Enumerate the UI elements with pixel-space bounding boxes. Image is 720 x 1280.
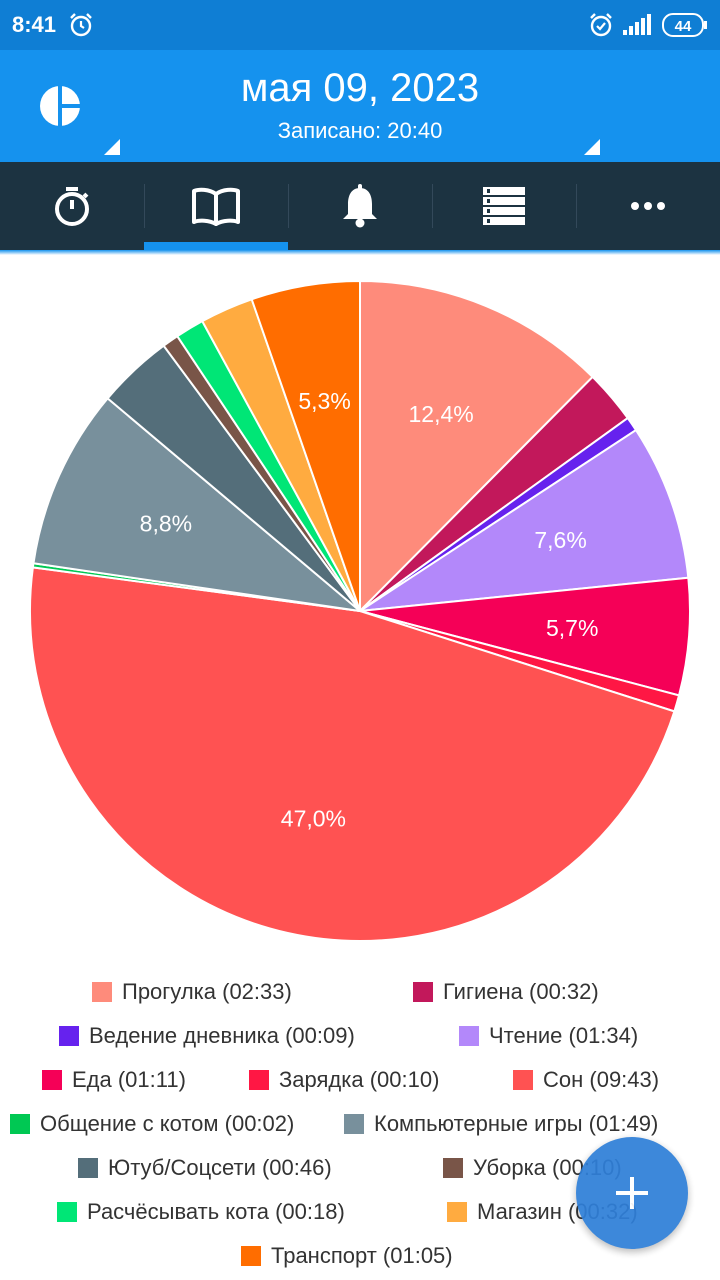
battery-level: 44 <box>675 18 692 35</box>
alarm-check-icon <box>590 13 612 37</box>
legend-item[interactable]: Расчёсывать кота (00:18) <box>57 1192 345 1232</box>
legend-swatch <box>513 1070 533 1090</box>
legend-label: Ведение дневника (00:09) <box>89 1023 355 1048</box>
legend-swatch <box>443 1158 463 1178</box>
tab-bar <box>0 162 720 250</box>
legend-label: Зарядка (00:10) <box>279 1067 440 1092</box>
selected-tab-indicator <box>144 242 288 250</box>
slice-percent-label: 47,0% <box>281 806 346 832</box>
legend-item[interactable]: Чтение (01:34) <box>459 1016 638 1056</box>
corner-dropdown-icon[interactable] <box>104 139 120 155</box>
legend-item[interactable]: Транспорт (01:05) <box>241 1236 453 1276</box>
date-title[interactable]: мая 09, 2023 <box>240 66 480 110</box>
add-button[interactable] <box>576 1137 688 1249</box>
pie-slice[interactable] <box>32 396 364 613</box>
legend-swatch <box>344 1114 364 1134</box>
legend-swatch <box>459 1026 479 1046</box>
tab-diary[interactable] <box>144 162 288 250</box>
legend-row: Прогулка (02:33) Гигиена (00:32) <box>0 972 720 1012</box>
pie-slice[interactable] <box>250 279 361 612</box>
legend-item[interactable]: Гигиена (00:32) <box>413 972 599 1012</box>
legend-item[interactable]: Еда (01:11) <box>42 1060 186 1100</box>
legend-item[interactable]: Ведение дневника (00:09) <box>59 1016 355 1056</box>
legend-swatch <box>249 1070 269 1090</box>
plus-icon <box>616 1177 648 1209</box>
signal-icon <box>623 14 651 35</box>
legend-item[interactable]: Общение с котом (00:02) <box>10 1104 294 1144</box>
tab-more[interactable] <box>576 162 720 250</box>
legend-swatch <box>447 1202 467 1222</box>
battery-icon: 44 <box>662 13 707 37</box>
alarm-icon <box>70 13 92 37</box>
status-time: 8:41 <box>12 12 57 37</box>
pie-chart[interactable]: 12,4% 7,6% 5,7% 47,0% 8,8% 5,3% <box>0 255 720 955</box>
slice-percent-label: 12,4% <box>408 401 473 427</box>
pie-slice[interactable] <box>359 428 690 612</box>
legend-swatch <box>42 1070 62 1090</box>
legend-label: Еда (01:11) <box>72 1067 186 1092</box>
slice-percent-label: 7,6% <box>534 527 586 553</box>
legend-row: Общение с котом (00:02) Компьютерные игры… <box>0 1104 720 1144</box>
legend-swatch <box>10 1114 30 1134</box>
legend-label: Ютуб/Соцсети (00:46) <box>108 1155 332 1180</box>
legend-item[interactable]: Прогулка (02:33) <box>92 972 292 1012</box>
legend-label: Прогулка (02:33) <box>122 979 292 1004</box>
slice-percent-label: 5,3% <box>298 388 350 414</box>
legend-swatch <box>92 982 112 1002</box>
more-icon <box>631 202 665 210</box>
header: мая 09, 2023 Записано: 20:40 <box>0 50 720 162</box>
recorded-time: Записано: 20:40 <box>277 118 443 143</box>
slice-percent-label: 5,7% <box>546 615 598 641</box>
slice-percent-label: 8,8% <box>140 511 192 537</box>
legend-row: Ведение дневника (00:09) Чтение (01:34) <box>0 1016 720 1056</box>
legend-swatch <box>241 1246 261 1266</box>
list-icon <box>483 187 525 225</box>
pie-logo-icon[interactable] <box>38 84 82 128</box>
legend-row: Еда (01:11) Зарядка (00:10) Сон (09:43) <box>0 1060 720 1100</box>
legend: Прогулка (02:33) Гигиена (00:32) Ведение д… <box>0 972 720 1272</box>
legend-row: Транспорт (01:05) <box>0 1236 720 1276</box>
pie-slice[interactable] <box>359 279 595 614</box>
legend-label: Компьютерные игры (01:49) <box>374 1111 659 1136</box>
bell-icon <box>343 184 377 228</box>
legend-label: Чтение (01:34) <box>489 1023 639 1048</box>
tab-list[interactable] <box>432 162 576 250</box>
status-bar: 8:41 44 <box>0 0 720 50</box>
legend-label: Расчёсывать кота (00:18) <box>87 1199 345 1224</box>
legend-label: Сон (09:43) <box>543 1067 660 1092</box>
legend-item[interactable]: Компьютерные игры (01:49) <box>344 1104 658 1144</box>
legend-label: Гигиена (00:32) <box>443 979 599 1004</box>
book-icon <box>192 187 240 226</box>
stopwatch-icon <box>55 187 89 226</box>
legend-item[interactable]: Ютуб/Соцсети (00:46) <box>78 1148 332 1188</box>
legend-item[interactable]: Зарядка (00:10) <box>249 1060 439 1100</box>
tab-reminders[interactable] <box>288 162 432 250</box>
legend-swatch <box>59 1026 79 1046</box>
tab-timer[interactable] <box>0 162 144 250</box>
legend-swatch <box>413 982 433 1002</box>
legend-swatch <box>57 1202 77 1222</box>
pie-slice[interactable] <box>29 566 676 942</box>
legend-swatch <box>78 1158 98 1178</box>
legend-label: Транспорт (01:05) <box>271 1243 453 1268</box>
legend-label: Общение с котом (00:02) <box>40 1111 295 1136</box>
corner-dropdown-icon[interactable] <box>584 139 600 155</box>
legend-item[interactable]: Сон (09:43) <box>513 1060 659 1100</box>
